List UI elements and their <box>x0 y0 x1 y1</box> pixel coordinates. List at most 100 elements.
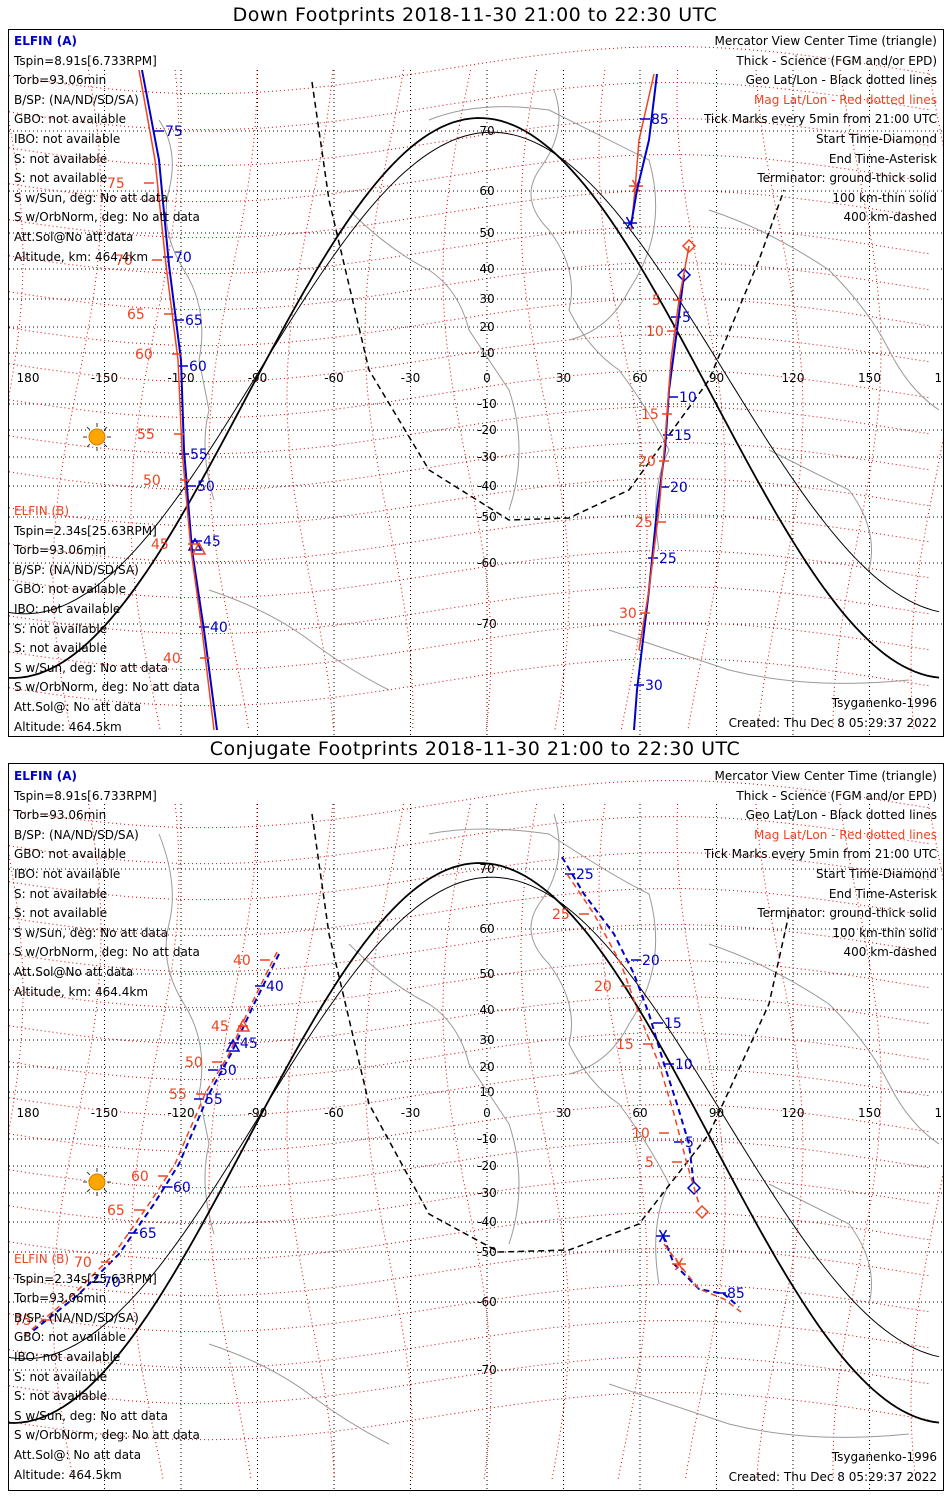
sun-ray <box>103 1171 108 1176</box>
track-time-label: 65 <box>139 1226 157 1242</box>
track-time-label: 10 <box>646 324 664 340</box>
legend-line: 100 km-thin solid <box>832 925 937 940</box>
info-line: S w/Sun, deg: No att data <box>14 925 168 940</box>
orbit-track <box>138 69 215 731</box>
legend-line: Terminator: ground-thick solid <box>757 906 937 921</box>
down-panel-title: Down Footprints 2018-11-30 21:00 to 22:3… <box>232 4 718 26</box>
info-line: Tspin=2.34s[25.63RPM] <box>14 1271 157 1286</box>
mag-meridian <box>442 803 492 1480</box>
mag-meridian <box>755 803 804 1480</box>
track-time-label: 55 <box>190 447 208 463</box>
mag-meridian <box>52 803 102 1480</box>
info-line: GBO: not available <box>14 112 127 127</box>
track-time-label: 25 <box>659 551 677 567</box>
model-label: Tsyganenko-1996 <box>831 1450 937 1464</box>
track-time-label: 60 <box>131 1169 149 1185</box>
down-footprints-panel: 180-150-120-90-60-3003060901201501807060… <box>8 29 944 737</box>
elfin-b-title: ELFIN (B) <box>14 504 70 518</box>
lon-tick-label: 180 <box>17 1106 40 1120</box>
legend-line: Geo Lat/Lon - Black dotted lines <box>745 73 937 88</box>
conj-map: 180-150-120-90-60-3003060901201501807060… <box>9 780 943 1489</box>
model-label: Tsyganenko-1996 <box>831 696 937 710</box>
orbit-track <box>23 951 278 1337</box>
lat-tick-label: 10 <box>479 346 494 360</box>
track-time-label: 75 <box>107 176 125 192</box>
track-time-label: 10 <box>675 1057 693 1073</box>
lon-tick-label: 150 <box>858 1106 881 1120</box>
track-time-label: 15 <box>616 1037 634 1053</box>
lat-tick-label: -70 <box>477 1363 497 1377</box>
info-line: Torb=93.06min <box>14 543 107 558</box>
info-line: S: not available <box>14 906 108 921</box>
legend-line: End Time-Asterisk <box>828 886 937 901</box>
lon-tick-label: 180 <box>17 371 40 385</box>
legend-line: Tick Marks every 5min from 21:00 UTC <box>703 112 937 127</box>
elfin-b-title: ELFIN (B) <box>14 1252 70 1266</box>
track-time-label: 40 <box>266 979 284 995</box>
lat-tick-label: 30 <box>479 292 494 306</box>
track-time-label: 5 <box>645 1155 654 1171</box>
lat-tick-label: 60 <box>479 184 494 198</box>
track-time-label: 40 <box>210 620 228 636</box>
track-time-label: 60 <box>189 359 207 375</box>
info-line: S w/OrbNorm, deg: No att data <box>14 680 200 695</box>
legend-line: End Time-Asterisk <box>828 151 937 166</box>
lon-tick-label: -150 <box>91 371 118 385</box>
orbit-track <box>28 953 280 1335</box>
terminator-ground <box>9 862 940 1424</box>
sun-ray <box>103 443 108 448</box>
sun-ray <box>86 443 91 448</box>
center-time-triangle <box>191 541 207 555</box>
mag-meridian <box>364 803 414 1480</box>
legend-line: Tick Marks every 5min from 21:00 UTC <box>703 847 937 862</box>
track-time-label: 70 <box>74 1255 92 1271</box>
track-time-label: 5 <box>685 1135 694 1151</box>
lon-tick-label: 0 <box>483 371 491 385</box>
mag-meridian <box>442 69 492 731</box>
info-line: Altitude: 464.5km <box>14 719 122 734</box>
down-elfin-a-info: ELFIN (A) Tspin=8.91s[6.733RPM] Torb=93.… <box>14 32 200 267</box>
lon-tick-label: 90 <box>709 371 724 385</box>
lon-tick-label: -30 <box>401 371 421 385</box>
track-time-label: 15 <box>664 1016 682 1032</box>
orbit-track <box>663 1243 742 1313</box>
mag-meridian <box>520 803 570 1480</box>
track-time-label: 20 <box>638 454 656 470</box>
down-legend: Mercator View Center Time (triangle) Thi… <box>704 32 937 228</box>
sun-ray <box>86 426 91 431</box>
track-time-label: 65 <box>107 1203 125 1219</box>
track-time-label: 30 <box>619 606 637 622</box>
lat-tick-label: -30 <box>477 1186 497 1200</box>
track-time-label: 50 <box>185 1055 203 1071</box>
coastline <box>348 943 520 1245</box>
info-line: S w/OrbNorm, deg: No att data <box>14 1428 200 1443</box>
info-line: IBO: not available <box>14 1349 121 1364</box>
coastline <box>348 209 520 511</box>
info-line: Att.Sol@No att data <box>14 964 134 979</box>
lat-tick-label: -10 <box>477 397 497 411</box>
lon-tick-label: 30 <box>556 1106 571 1120</box>
coastline <box>158 119 215 501</box>
sun-ray <box>86 1188 91 1193</box>
terminator-100km <box>9 876 940 1360</box>
lat-tick-label: 70 <box>479 124 494 138</box>
lat-tick-label: -20 <box>477 423 497 437</box>
legend-mag-line: Mag Lat/Lon - Red dotted lines <box>753 827 937 842</box>
orbit-track <box>141 69 218 731</box>
coastline <box>158 833 215 1235</box>
lat-tick-label: -40 <box>477 1215 497 1229</box>
info-line: GBO: not available <box>14 847 127 862</box>
mag-meridian <box>910 69 943 731</box>
mag-meridian <box>364 69 414 731</box>
mag-parallel <box>9 262 930 311</box>
sun-ray <box>103 426 108 431</box>
track-time-label: 70 <box>174 250 192 266</box>
info-line: S: not available <box>14 171 108 186</box>
end-time-asterisk <box>674 1257 684 1271</box>
lat-tick-label: -60 <box>477 1295 497 1309</box>
lat-tick-label: -10 <box>477 1132 497 1146</box>
mag-meridian <box>676 803 726 1480</box>
track-time-label: 60 <box>135 347 153 363</box>
legend-line: 400 km-dashed <box>843 945 937 960</box>
down-elfin-b-info: ELFIN (B) Tspin=2.34s[25.63RPM] Torb=93.… <box>14 502 200 736</box>
